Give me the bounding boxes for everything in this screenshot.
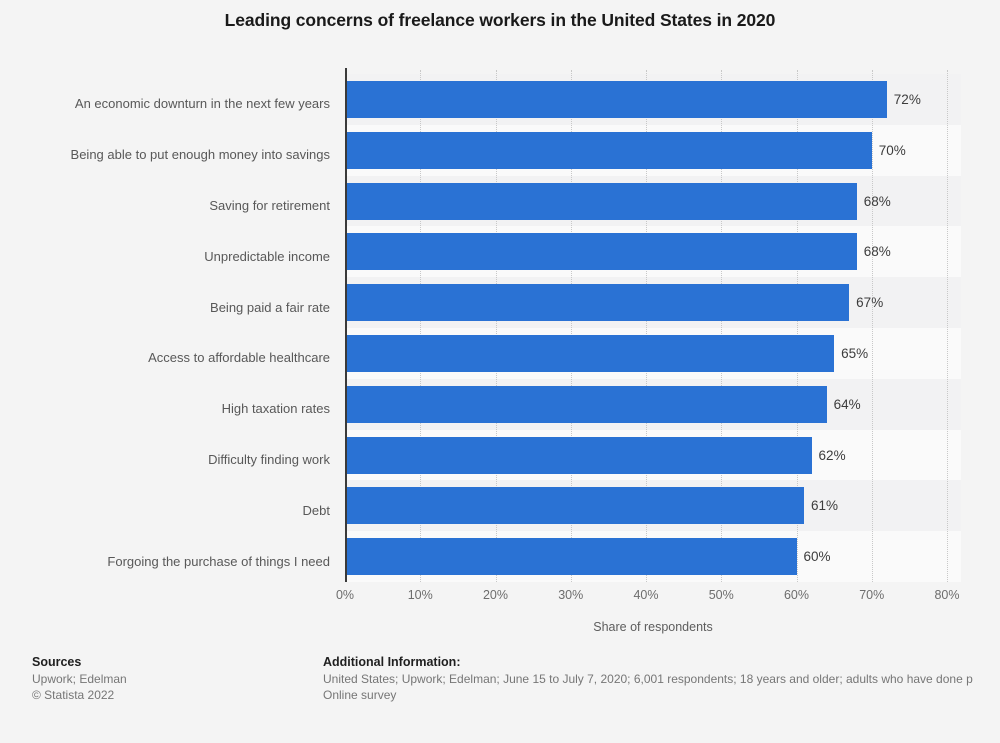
y-axis-line: [345, 68, 347, 582]
y-axis-label: Debt: [302, 502, 330, 518]
chart-container: An economic downturn in the next few yea…: [0, 60, 1000, 634]
x-axis-tick-label: 60%: [783, 588, 810, 602]
bar[interactable]: [345, 538, 797, 576]
gridline: [721, 70, 723, 582]
y-axis-label: Access to affordable healthcare: [148, 350, 330, 366]
x-axis-tick-label: 80%: [934, 588, 960, 602]
gridline: [420, 70, 422, 582]
x-axis-tick-label: 40%: [633, 588, 659, 602]
y-axis-label: An economic downturn in the next few yea…: [74, 96, 330, 112]
plot-area: 72% 70% 68% 68% 67% 65% 64% 62% 61% 60%: [345, 70, 961, 582]
bar[interactable]: [345, 385, 827, 423]
bar[interactable]: [345, 131, 872, 169]
bar-value-label: 64%: [833, 396, 861, 412]
bar-value-label: 65%: [841, 345, 869, 361]
x-axis-tick-label: 30%: [558, 588, 584, 602]
x-axis-tick-label: 70%: [859, 588, 885, 602]
gridline: [495, 70, 497, 582]
x-axis-ticks: 0% 10% 20% 30% 40% 50% 60% 70% 80%: [336, 588, 961, 608]
bar-value-label: 68%: [863, 193, 891, 209]
bar[interactable]: [345, 334, 835, 372]
x-axis-tick-label: 20%: [482, 588, 509, 602]
gridline: [570, 70, 572, 582]
x-axis-tick-label: 50%: [708, 588, 734, 602]
y-axis-label: Being able to put enough money into savi…: [70, 147, 330, 163]
bar[interactable]: [345, 436, 812, 474]
additional-information-line-1: United States; Upwork; Edelman; June 15 …: [323, 672, 973, 686]
bar-value-label: 61%: [811, 498, 839, 514]
y-axis-label: Forgoing the purchase of things I need: [107, 553, 330, 569]
sources-heading: Sources: [32, 655, 82, 669]
bar-value-label: 70%: [878, 142, 906, 158]
page-title: Leading concerns of freelance workers in…: [224, 10, 776, 30]
y-axis-label: Saving for retirement: [209, 198, 330, 213]
bar-value-label: 60%: [803, 549, 831, 565]
bar[interactable]: [345, 182, 857, 220]
bar-value-label: 62%: [818, 447, 846, 463]
y-axis-labels: An economic downturn in the next few yea…: [0, 74, 330, 582]
bar-value-label: 67%: [856, 295, 884, 311]
additional-information-block: Additional Information: United States; U…: [323, 655, 1000, 703]
bar[interactable]: [345, 487, 805, 525]
sources-copyright: © Statista 2022: [32, 688, 115, 702]
bar[interactable]: [345, 80, 887, 118]
x-axis-title: Share of respondents: [593, 620, 713, 634]
bar[interactable]: [345, 233, 857, 271]
gridline: [796, 70, 798, 582]
y-axis-label: High taxation rates: [221, 401, 330, 417]
bar[interactable]: [345, 284, 850, 322]
bar-value-label: 68%: [863, 244, 891, 260]
x-axis-tick-label: 10%: [407, 588, 433, 602]
sources-block: Sources Upwork; Edelman © Statista 2022: [32, 655, 312, 703]
footer: Sources Upwork; Edelman © Statista 2022 …: [0, 650, 1000, 743]
y-axis-label: Unpredictable income: [204, 248, 330, 264]
gridline: [947, 70, 948, 582]
y-axis-label: Difficulty finding work: [208, 452, 330, 467]
x-axis-tick-label: 0%: [335, 588, 355, 602]
additional-information-line-2: Online survey: [323, 688, 397, 702]
additional-information-row: United States; Upwork; Edelman; June 15 …: [323, 671, 1000, 687]
sources-line-1: Upwork; Edelman: [32, 672, 127, 686]
gridline: [646, 70, 647, 582]
additional-information-heading: Additional Information:: [323, 655, 461, 669]
y-axis-label: Being paid a fair rate: [210, 299, 330, 315]
bar-value-label: 72%: [893, 91, 921, 107]
gridline: [871, 70, 873, 582]
